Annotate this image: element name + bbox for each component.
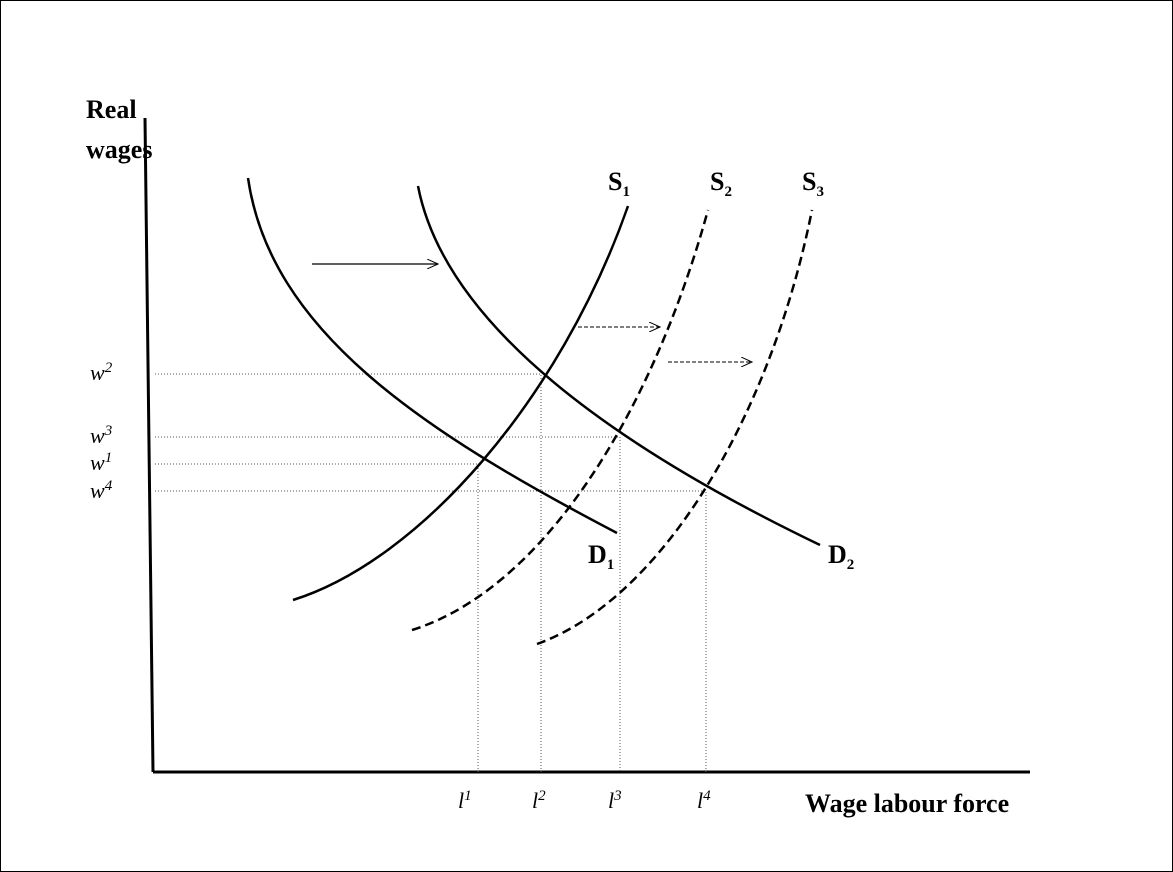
wage-tick: w4 xyxy=(90,478,113,503)
y-label: wages xyxy=(86,135,152,164)
labour-tick: l2 xyxy=(532,788,546,813)
curve-label: D1 xyxy=(588,540,614,573)
supply-curve xyxy=(292,205,630,602)
labour-tick-base: l xyxy=(532,788,538,813)
demand-curve xyxy=(416,185,821,547)
labour-tick-base: l xyxy=(458,788,464,813)
curve-label: D2 xyxy=(828,540,854,573)
y-axis xyxy=(143,117,155,773)
curve-label-index: 3 xyxy=(816,184,824,200)
wage-tick: w2 xyxy=(90,360,113,385)
wage-tick-index: 2 xyxy=(105,360,113,376)
wage-tick-index: 1 xyxy=(105,450,113,466)
wage-tick: w1 xyxy=(90,450,112,475)
y-label: Real xyxy=(86,95,137,124)
labour-tick: l4 xyxy=(697,788,711,813)
wage-tick-base: w xyxy=(90,450,105,475)
labour-tick-index: 3 xyxy=(613,788,622,804)
labour-tick: l3 xyxy=(608,788,622,813)
curve-label: S1 xyxy=(608,167,630,200)
wage-tick-index: 3 xyxy=(104,423,113,439)
supply-curve xyxy=(411,209,710,632)
labour-tick-index: 1 xyxy=(464,788,472,804)
wage-tick-base: w xyxy=(90,360,105,385)
wage-tick: w3 xyxy=(90,423,112,448)
wage-tick-index: 4 xyxy=(105,478,113,494)
curve-label-index: 1 xyxy=(607,557,615,573)
guides xyxy=(155,373,707,772)
curve-label-base: S xyxy=(802,167,816,196)
labour-tick: l1 xyxy=(458,788,472,813)
curve-label-index: 2 xyxy=(724,184,732,200)
curve-label: S2 xyxy=(710,167,732,200)
curve-label-base: S xyxy=(608,167,622,196)
labour-tick-index: 4 xyxy=(703,788,711,804)
supply-curve xyxy=(536,209,814,646)
labour-tick-base: l xyxy=(608,788,614,813)
wage-tick-base: w xyxy=(90,423,105,448)
x-label: Wage labour force xyxy=(805,789,1009,818)
curve-label-index: 2 xyxy=(847,557,855,573)
labour-tick-base: l xyxy=(697,788,703,813)
curve-label-base: D xyxy=(828,540,847,569)
wage-tick-base: w xyxy=(90,478,105,503)
curve-label-base: D xyxy=(588,540,607,569)
curve-label: S3 xyxy=(802,167,824,200)
labour-tick-index: 2 xyxy=(538,788,546,804)
demand-curve xyxy=(246,177,618,535)
curve-label-index: 1 xyxy=(622,184,630,200)
curve-label-base: S xyxy=(710,167,724,196)
